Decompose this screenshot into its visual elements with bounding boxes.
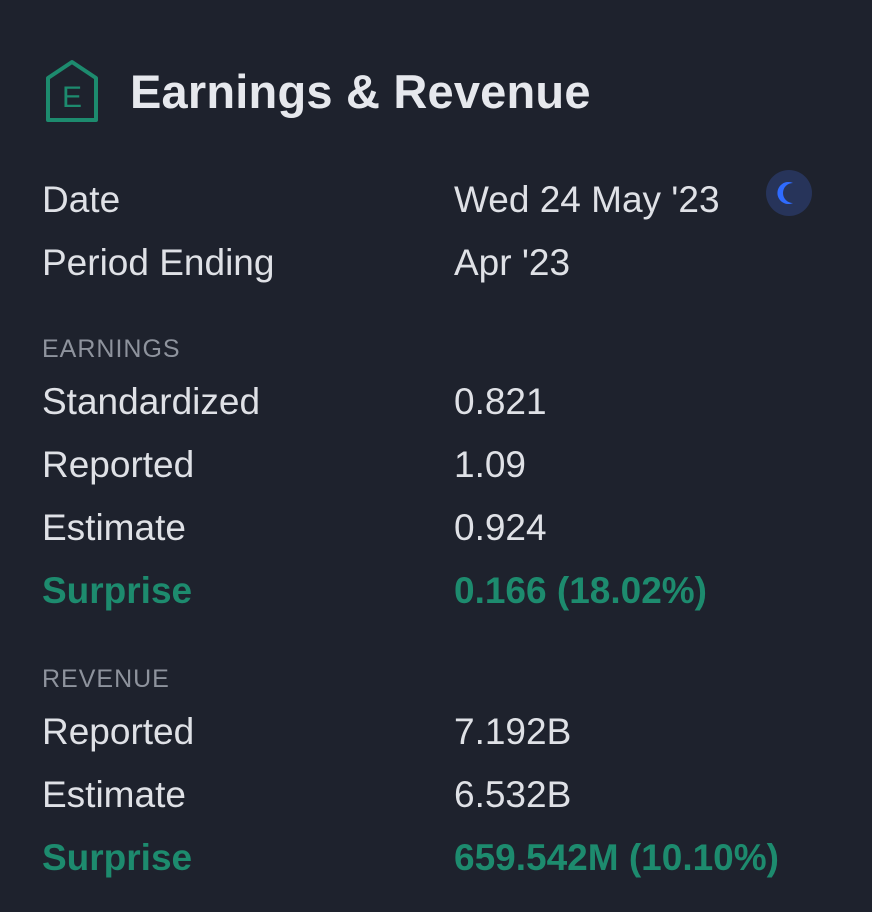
revenue-reported-value: 7.192B (454, 711, 572, 752)
revenue-reported-label: Reported (42, 711, 195, 752)
earnings-surprise-value: 0.166 (18.02%) (454, 570, 708, 611)
badge-letter: E (62, 81, 82, 114)
revenue-estimate-value: 6.532B (454, 774, 572, 815)
period-ending-value: Apr '23 (454, 242, 571, 283)
date-value: Wed 24 May '23 (454, 179, 720, 220)
card-title: Earnings & Revenue (130, 64, 591, 118)
earnings-section-label: EARNINGS (42, 335, 181, 363)
earnings-standardized-row: Standardized 0.821 (42, 372, 842, 432)
earnings-reported-label: Reported (42, 444, 195, 485)
earnings-standardized-label: Standardized (42, 381, 261, 422)
earnings-badge-icon: E (46, 60, 98, 122)
moon-icon (766, 170, 812, 216)
earnings-reported-value: 1.09 (454, 444, 527, 485)
earnings-surprise-label: Surprise (42, 570, 193, 611)
revenue-estimate-label: Estimate (42, 774, 186, 815)
earnings-estimate-value: 0.924 (454, 507, 547, 548)
earnings-estimate-label: Estimate (42, 507, 186, 548)
card-header: E Earnings & Revenue (42, 58, 591, 124)
period-ending-label: Period Ending (42, 242, 275, 283)
earnings-surprise-row: Surprise 0.166 (18.02%) (42, 561, 842, 621)
revenue-surprise-row: Surprise 659.542M (10.10%) (42, 828, 842, 888)
revenue-surprise-value: 659.542M (10.10%) (454, 837, 779, 878)
earnings-estimate-row: Estimate 0.924 (42, 498, 842, 558)
period-ending-row: Period Ending Apr '23 (42, 233, 842, 293)
earnings-reported-row: Reported 1.09 (42, 435, 842, 495)
earnings-standardized-value: 0.821 (454, 381, 547, 422)
date-row: Date Wed 24 May '23 (42, 170, 842, 230)
revenue-reported-row: Reported 7.192B (42, 702, 842, 762)
revenue-surprise-label: Surprise (42, 837, 193, 878)
date-label: Date (42, 179, 121, 220)
revenue-estimate-row: Estimate 6.532B (42, 765, 842, 825)
revenue-section-label: REVENUE (42, 665, 170, 693)
